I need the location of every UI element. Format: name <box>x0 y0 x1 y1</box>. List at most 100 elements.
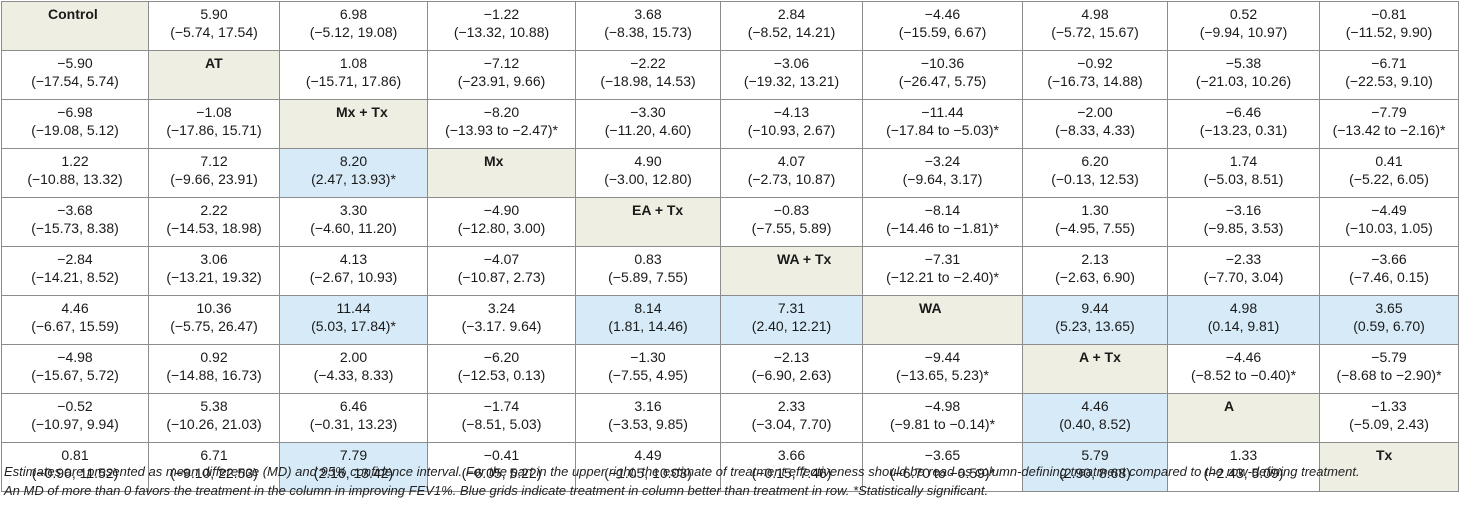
comparison-cell: −7.31 (−12.21 to −2.40)* <box>862 246 1023 296</box>
comparison-cell: 4.49 (−1.05, 10.03) <box>575 442 721 492</box>
confidence-interval: (−7.55, 5.89) <box>751 220 832 236</box>
comparison-cell: −6.46 (−13.23, 0.31) <box>1167 99 1320 149</box>
confidence-interval: (−1.05, 10.03) <box>604 465 692 481</box>
mean-difference: −2.84 <box>57 251 93 267</box>
mean-difference: 8.14 <box>634 300 662 316</box>
comparison-cell: 8.20 (2.47, 13.93)* <box>279 148 428 198</box>
comparison-cell: 6.98 (−5.12, 19.08) <box>279 1 428 51</box>
confidence-interval: (5.03, 17.84)* <box>311 318 396 334</box>
comparison-cell: −2.84 (−14.21, 8.52) <box>1 246 149 296</box>
mean-difference: 8.20 <box>339 153 368 169</box>
confidence-interval: (−0.90, 11.52) <box>31 465 119 481</box>
comparison-cell: 11.44 (5.03, 17.84)* <box>279 295 428 345</box>
mean-difference: −3.68 <box>57 202 93 218</box>
mean-difference: −6.46 <box>1225 104 1262 120</box>
mean-difference: 4.90 <box>634 153 662 169</box>
comparison-cell: −3.24 (−9.64, 3.17) <box>862 148 1023 198</box>
mean-difference: −7.31 <box>924 251 961 267</box>
treatment-label-cell: EA + Tx <box>575 197 721 247</box>
confidence-interval: (0.59, 6.70) <box>1353 318 1425 334</box>
comparison-cell: −5.90 (−17.54, 5.74) <box>1 50 149 100</box>
comparison-cell: −8.20 (−13.93 to −2.47)* <box>427 99 576 149</box>
mean-difference: −1.30 <box>630 349 666 365</box>
mean-difference: −2.22 <box>630 55 666 71</box>
confidence-interval: (2.16, 13.42) <box>313 465 394 481</box>
mean-difference: 1.22 <box>61 153 89 169</box>
confidence-interval: (−8.38, 15.73) <box>604 24 692 40</box>
mean-difference: −6.20 <box>483 349 520 365</box>
confidence-interval: (−0.15, 7.46) <box>751 465 832 481</box>
confidence-interval: (−3.17. 9.64) <box>461 318 542 334</box>
comparison-cell: −3.30 (−11.20, 4.60) <box>575 99 721 149</box>
comparison-cell: 3.68 (−8.38, 15.73) <box>575 1 721 51</box>
comparison-cell: 3.65 (0.59, 6.70) <box>1319 295 1459 345</box>
confidence-interval: (−10.97, 9.94) <box>31 416 119 432</box>
comparison-cell: 0.41 (−5.22, 6.05) <box>1319 148 1459 198</box>
treatment-label-cell: AT <box>148 50 280 100</box>
confidence-interval: (−22.53, 9.10) <box>1345 73 1433 89</box>
confidence-interval: (0.14, 9.81) <box>1207 318 1280 334</box>
comparison-cell: 4.13 (−2.67, 10.93) <box>279 246 428 296</box>
table-row: −3.68 (−15.73, 8.38) 2.22 (−14.53, 18.98) 3.… <box>1 197 1459 247</box>
table-row: −5.90 (−17.54, 5.74) AT 1.08 (−15.71, 17.86)… <box>1 50 1459 100</box>
league-table: Control 5.90 (−5.74, 17.54) 6.98 (−5.12, 19.… <box>1 1 1459 492</box>
comparison-cell: −9.44 (−13.65, 5.23)* <box>862 344 1023 394</box>
confidence-interval: (−13.21, 19.32) <box>166 269 262 285</box>
mean-difference: −0.92 <box>1077 55 1113 71</box>
mean-difference: −4.46 <box>924 6 961 22</box>
mean-difference: −1.22 <box>483 6 520 22</box>
confidence-interval: (−14.21, 8.52) <box>31 269 119 285</box>
comparison-cell: 3.24 (−3.17. 9.64) <box>427 295 576 345</box>
mean-difference: 4.98 <box>1081 6 1109 22</box>
confidence-interval: (−14.88, 16.73) <box>166 367 262 383</box>
confidence-interval: (−11.20, 4.60) <box>604 122 692 138</box>
mean-difference: 4.07 <box>777 153 806 169</box>
mean-difference: 3.68 <box>634 6 662 22</box>
comparison-cell: 7.79 (2.16, 13.42) <box>279 442 428 492</box>
mean-difference: 2.00 <box>339 349 368 365</box>
confidence-interval: (−13.65, 5.23)* <box>895 367 989 383</box>
mean-difference: 2.22 <box>200 202 228 218</box>
comparison-cell: 5.90 (−5.74, 17.54) <box>148 1 280 51</box>
comparison-cell: −0.83 (−7.55, 5.89) <box>720 197 863 247</box>
mean-difference: 2.13 <box>1081 251 1109 267</box>
table-row: Control 5.90 (−5.74, 17.54) 6.98 (−5.12, 19.… <box>1 1 1459 51</box>
comparison-cell: −11.44 (−17.84 to −5.03)* <box>862 99 1023 149</box>
mean-difference: 0.81 <box>61 447 89 463</box>
league-table-body: Control 5.90 (−5.74, 17.54) 6.98 (−5.12, 19.… <box>1 1 1459 492</box>
confidence-interval: (−10.26, 21.03) <box>166 416 262 432</box>
treatment-label-cell: WA <box>862 295 1023 345</box>
comparison-cell: 3.06 (−13.21, 19.32) <box>148 246 280 296</box>
mean-difference: 3.66 <box>777 447 806 463</box>
comparison-cell: −2.33 (−7.70, 3.04) <box>1167 246 1320 296</box>
mean-difference: −8.20 <box>483 104 520 120</box>
confidence-interval: (−14.46 to −1.81)* <box>886 220 999 236</box>
confidence-interval: (−10.87, 2.73) <box>457 269 546 285</box>
comparison-cell: −8.14 (−14.46 to −1.81)* <box>862 197 1023 247</box>
mean-difference: 4.46 <box>61 300 89 316</box>
mean-difference: 3.16 <box>634 398 662 414</box>
confidence-interval: (−5.75, 26.47) <box>170 318 258 334</box>
mean-difference: 1.33 <box>1229 447 1258 463</box>
mean-difference: 3.65 <box>1375 300 1403 316</box>
comparison-cell: −3.06 (−19.32, 13.21) <box>720 50 863 100</box>
comparison-cell: −6.71 (−22.53, 9.10) <box>1319 50 1459 100</box>
comparison-cell: 0.52 (−9.94, 10.97) <box>1167 1 1320 51</box>
mean-difference: 0.83 <box>634 251 662 267</box>
confidence-interval: (−5.12, 19.08) <box>309 24 398 40</box>
confidence-interval: (−6.67, 15.59) <box>31 318 119 334</box>
confidence-interval: (−5.89, 7.55) <box>608 269 688 285</box>
confidence-interval: (−10.93, 2.67) <box>747 122 836 138</box>
mean-difference: 3.24 <box>487 300 516 316</box>
comparison-cell: 9.44 (5.23, 13.65) <box>1022 295 1168 345</box>
comparison-cell: −6.20 (−12.53, 0.13) <box>427 344 576 394</box>
confidence-interval: (−5.22, 6.05) <box>1349 171 1429 187</box>
mean-difference: 9.44 <box>1081 300 1109 316</box>
mean-difference: 0.52 <box>1229 6 1258 22</box>
comparison-cell: 4.46 (−6.67, 15.59) <box>1 295 149 345</box>
mean-difference: −10.36 <box>920 55 965 71</box>
mean-difference: −1.33 <box>1371 398 1407 414</box>
confidence-interval: (−13.42 to −2.16)* <box>1332 122 1446 138</box>
confidence-interval: (−16.73, 14.88) <box>1047 73 1143 89</box>
table-row: −2.84 (−14.21, 8.52) 3.06 (−13.21, 19.32) 4.… <box>1 246 1459 296</box>
